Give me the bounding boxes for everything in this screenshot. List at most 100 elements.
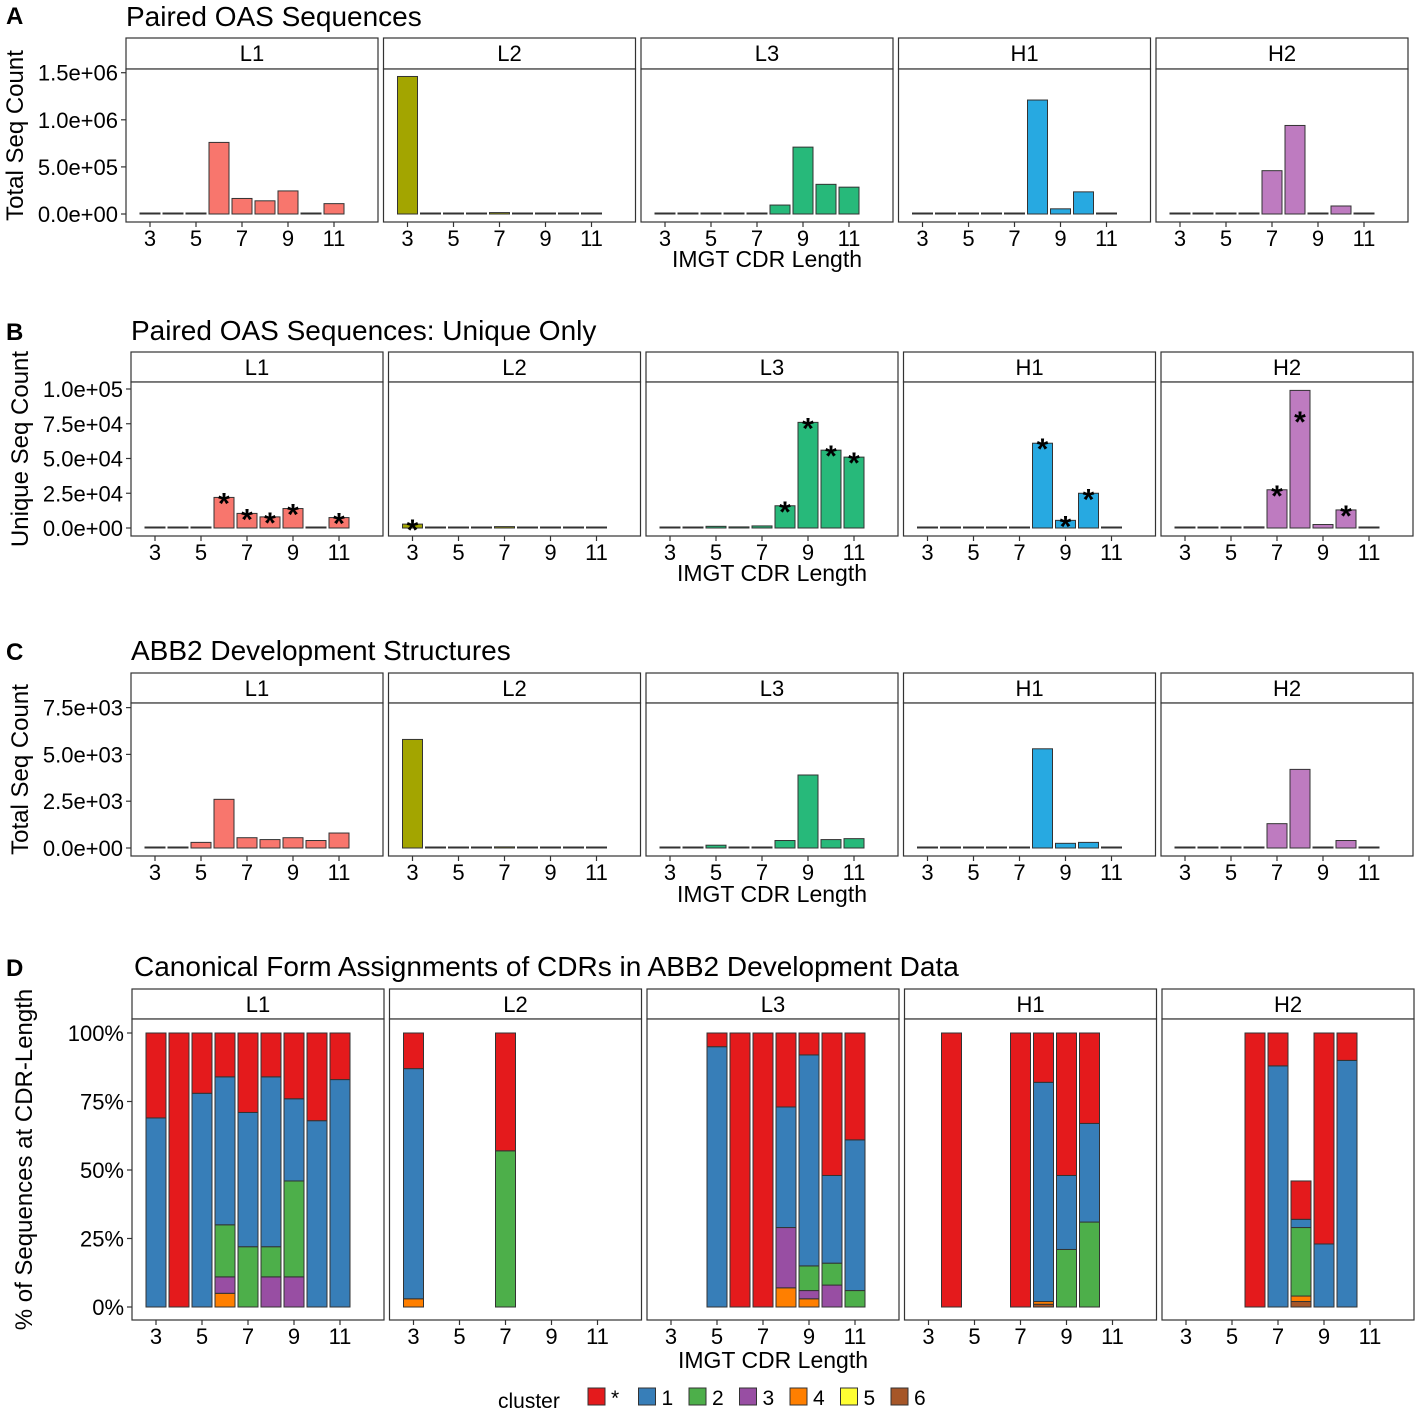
x-tick-label: 7 <box>1013 540 1025 565</box>
x-tick-label: 11 <box>844 1324 867 1349</box>
bar-L1-5 <box>185 212 207 215</box>
bar-H1-3 <box>912 212 933 215</box>
segment-L2-7-cluster-2 <box>495 1150 516 1308</box>
legend-label: 4 <box>813 1387 825 1410</box>
x-tick-label: 5 <box>452 860 464 885</box>
bar-L3-6 <box>723 212 745 215</box>
segment-L3-9-cluster-4 <box>798 1298 820 1308</box>
panel-letter-C: C <box>6 639 23 666</box>
bar-H2-5 <box>1220 526 1242 529</box>
facet-label: L2 <box>502 676 526 701</box>
bar-H1-6 <box>986 846 1007 849</box>
bar-H1-5 <box>958 212 979 215</box>
facet-L1: L13 5 7 9 11* * * * * <box>130 351 384 565</box>
x-tick-label: 11 <box>1358 540 1381 565</box>
bar-L2-7 <box>494 526 515 529</box>
bar-L1-7 <box>231 197 253 215</box>
facet-L3: L3 3 5 7 9 11 <box>640 37 894 251</box>
bar-L3-11 <box>843 456 865 529</box>
facet-H2: H2 3 5 7 9 11 <box>1160 672 1414 885</box>
segment-L3-10-cluster-star <box>821 1032 843 1176</box>
legend-swatch <box>739 1387 757 1406</box>
segment-L1-8-cluster-3 <box>260 1276 282 1308</box>
bar-L3-4 <box>682 526 704 529</box>
x-tick-label: 3 <box>406 860 418 885</box>
bar-L2-10 <box>563 526 584 529</box>
panel-letter-B: B <box>6 319 23 346</box>
panel-row-D: D Canonical Form Assignments of CDRs in A… <box>6 951 1415 1373</box>
bar-L2-10 <box>558 212 579 215</box>
y-axis-title: Total Seq Count <box>2 50 29 221</box>
x-tick-label: 7 <box>242 1324 254 1349</box>
x-tick-label: 7 <box>757 1324 769 1349</box>
bar-L2-8 <box>517 526 538 529</box>
facet-L3: L3 3 5 7 9 11 <box>645 672 899 885</box>
bar-H2-3 <box>1174 526 1196 529</box>
x-tick-label: 3 <box>665 1324 677 1349</box>
segment-L1-4-cluster-star <box>168 1032 190 1308</box>
bar-H1-11 <box>1101 846 1122 849</box>
bar-L1-7 <box>236 837 258 849</box>
bar-H1-9 <box>1055 519 1076 529</box>
x-tick-label: 9 <box>539 226 551 251</box>
bar-H1-3 <box>917 846 938 849</box>
segment-L1-10-cluster-star <box>306 1032 328 1122</box>
x-axis-title: IMGT CDR Length <box>678 1347 868 1373</box>
bar-L2-4 <box>425 526 446 529</box>
segment-L1-11-cluster-star <box>329 1032 351 1081</box>
bar-L1-4 <box>167 846 189 849</box>
significance-star: * <box>779 496 791 529</box>
x-tick-label: 9 <box>1059 860 1071 885</box>
bar-H1-3 <box>917 526 938 529</box>
x-tick-label: 3 <box>406 540 418 565</box>
panel-row-C: C ABB2 Development Structures 0.0e+00 2.5e+… <box>6 635 1414 907</box>
bar-L1-4 <box>162 212 184 215</box>
facet-label: L3 <box>760 355 784 380</box>
facet-L3: L3 3 5 7 9 11 * * * * <box>645 351 899 565</box>
y-tick-label: 1.5e+06 <box>38 61 118 86</box>
bar-H2-11 <box>1353 212 1375 215</box>
segment-L1-3-cluster-1 <box>145 1117 167 1308</box>
significance-star: * <box>1271 480 1283 513</box>
facet-panel <box>130 381 384 537</box>
bar-L1-4 <box>167 526 189 529</box>
x-axis-title: IMGT CDR Length <box>672 246 862 272</box>
segment-H2-9-cluster-1 <box>1313 1243 1335 1308</box>
segment-L3-8-cluster-1 <box>775 1106 797 1229</box>
facet-L1: L1 3 5 7 9 11 <box>125 37 379 251</box>
bar-H1-11 <box>1096 212 1117 215</box>
bar-L3-9 <box>797 421 819 529</box>
x-tick-label: 11 <box>1100 860 1123 885</box>
x-tick-label: 11 <box>1101 1324 1124 1349</box>
segment-H2-7-cluster-1 <box>1267 1065 1289 1308</box>
legend-label: * <box>611 1387 619 1410</box>
facet-strip <box>645 351 899 383</box>
x-tick-label: 5 <box>967 540 979 565</box>
segment-H2-6-cluster-star <box>1244 1032 1266 1308</box>
x-tick-label: 7 <box>1271 860 1283 885</box>
bar-L3-4 <box>682 846 704 849</box>
facet-label: H1 <box>1015 676 1043 701</box>
x-tick-label: 11 <box>1100 540 1123 565</box>
bar-L1-5 <box>190 526 212 529</box>
facet-strip <box>897 37 1152 70</box>
legend-swatch <box>890 1387 909 1406</box>
x-tick-label: 11 <box>323 226 346 251</box>
legend-item: 4 <box>789 1387 825 1410</box>
bar-L2-6 <box>471 526 492 529</box>
facet-L2: L2 3 5 7 9 11 <box>388 988 643 1349</box>
legend-label: 5 <box>864 1387 876 1410</box>
x-tick-label: 7 <box>499 1324 511 1349</box>
segment-H1-7-cluster-star <box>1010 1032 1031 1308</box>
bar-L1-8 <box>259 516 281 529</box>
facet-L1: L1 3 5 7 9 11 <box>130 672 384 885</box>
segment-L2-3-cluster-4 <box>403 1298 424 1308</box>
panel-title: Canonical Form Assignments of CDRs in AB… <box>134 951 959 982</box>
y-tick-label: 2.5e+04 <box>43 481 123 506</box>
bar-H2-10 <box>1335 840 1357 849</box>
bar-L1-7 <box>236 512 258 529</box>
bar-L3-9 <box>792 146 814 215</box>
facet-L2: L2 3 5 7 9 11 <box>382 37 637 251</box>
segment-H1-4-cluster-star <box>941 1032 962 1308</box>
segment-L3-9-cluster-2 <box>798 1265 820 1292</box>
